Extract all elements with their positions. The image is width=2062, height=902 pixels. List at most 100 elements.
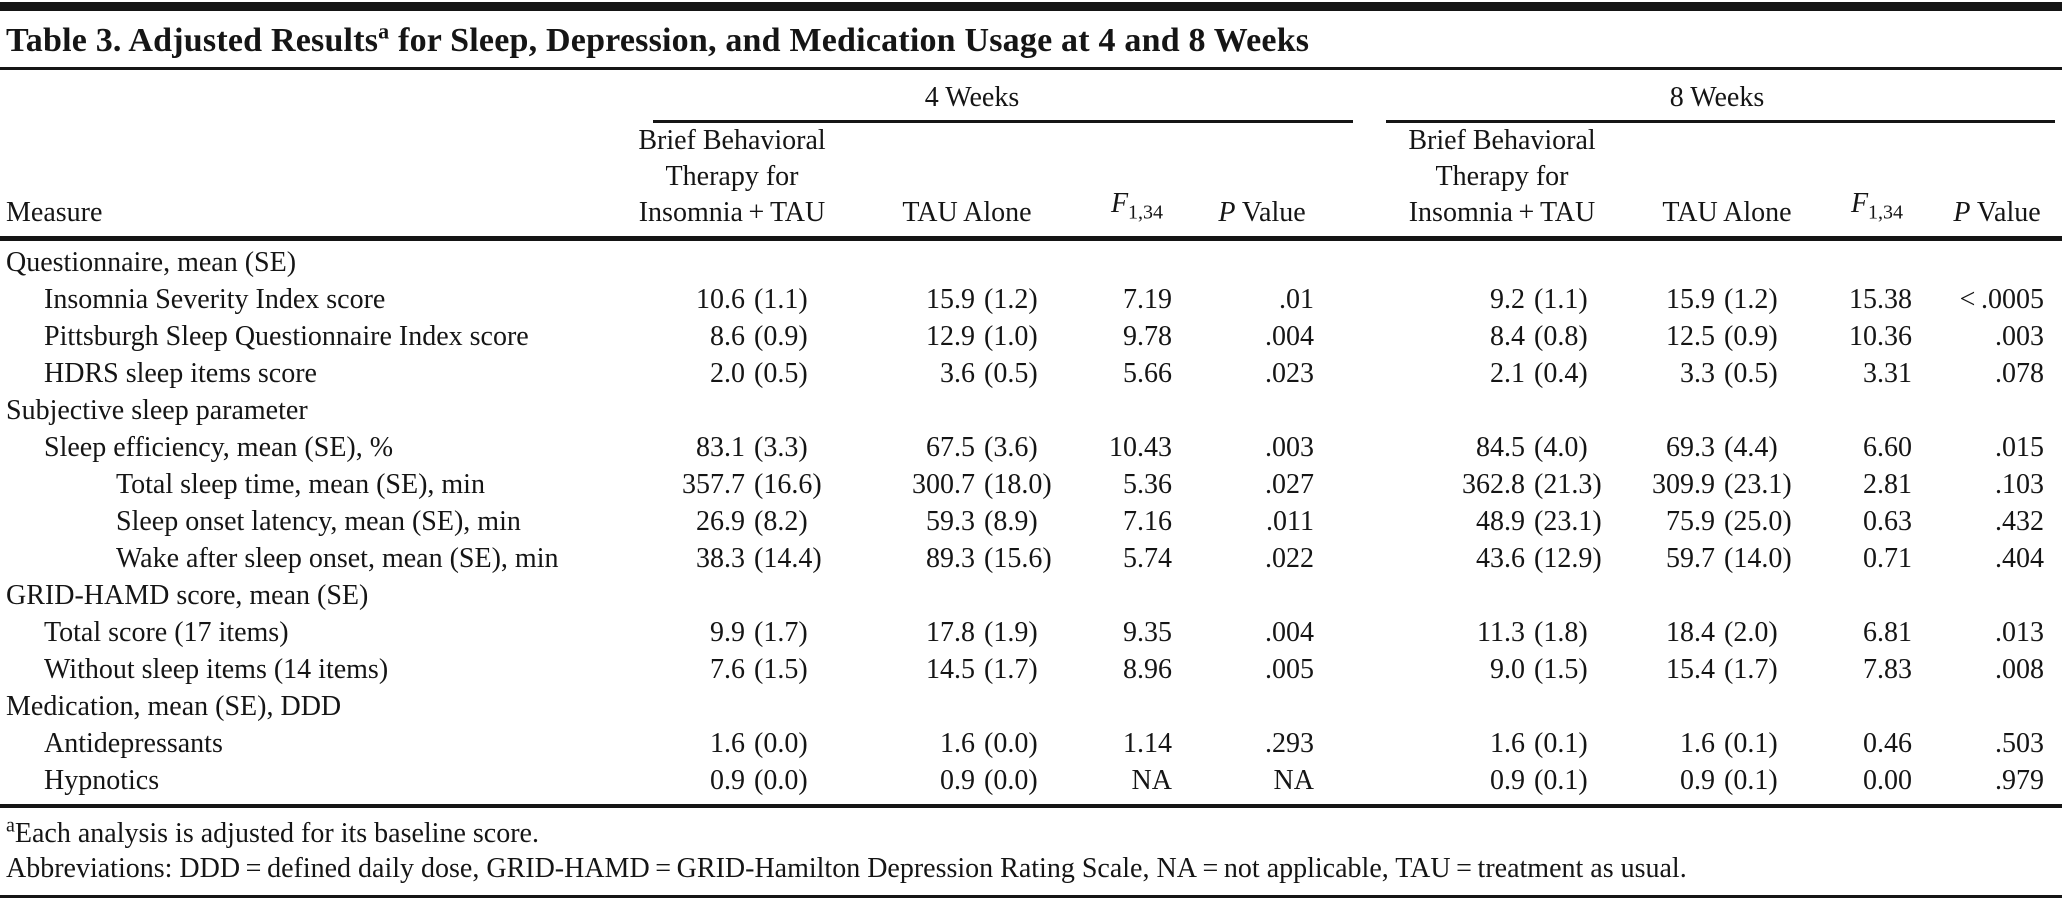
- data-row: Sleep efficiency, mean (SE), % 83.1 (3.3) 6…: [0, 429, 2062, 466]
- cell-value: [1822, 688, 1932, 725]
- cell-value: 9.9 (1.7): [710, 617, 808, 648]
- cell-value: 2.0 (0.5): [710, 358, 808, 389]
- cell-value: 8.4 (0.8): [1490, 321, 1588, 352]
- cell-value: 7.19: [1123, 284, 1172, 315]
- cell-value: [1822, 239, 1932, 282]
- cell-value: [1192, 688, 1332, 725]
- row-label: Hypnotics: [0, 762, 612, 808]
- cell-value: 7.83: [1863, 654, 1912, 685]
- row-label: GRID-HAMD score, mean (SE): [6, 580, 369, 611]
- cell-value: 6.60: [1863, 432, 1912, 463]
- cell-value: 11.3 (1.8): [1477, 617, 1588, 648]
- f-symbol: F: [1850, 188, 1869, 220]
- top-rule: [0, 2, 2062, 11]
- column-gap-cell: [1332, 355, 1372, 392]
- cell-value: [852, 577, 1082, 614]
- group-8-weeks-rule: [1386, 114, 2055, 123]
- column-header-tau-alone-4wk: TAU Alone: [852, 123, 1082, 241]
- f-degrees-of-freedom: 1,34: [1128, 202, 1164, 224]
- cell-value: 3.31: [1863, 358, 1912, 389]
- cell-value: 0.9 (0.1): [1632, 762, 1822, 808]
- cell-value: .432: [1995, 506, 2044, 537]
- column-gap-cell: [1332, 281, 1372, 318]
- cell-value: 38.3 (14.4): [696, 543, 822, 574]
- cell-value: [1632, 239, 1822, 282]
- cell-value: 0.9 (0.0): [612, 762, 852, 808]
- cell-value: .01: [1279, 284, 1314, 315]
- cell-value: 309.9 (23.1): [1652, 469, 1792, 500]
- spanner-spacer: [0, 70, 612, 123]
- cell-value: 15.4 (1.7): [1666, 654, 1778, 685]
- cell-value: NA: [1082, 762, 1192, 808]
- cell-value: 0.9 (0.1): [1372, 762, 1632, 808]
- section-row: Questionnaire, mean (SE): [0, 239, 2062, 282]
- cell-value: 5.74: [1123, 543, 1172, 574]
- section-row: Subjective sleep parameter: [0, 392, 2062, 429]
- cell-value: .013: [1995, 617, 2044, 648]
- row-label: HDRS sleep items score: [44, 358, 317, 389]
- cell-value: .011: [1266, 506, 1314, 537]
- cell-value: [1192, 577, 1332, 614]
- group-8-weeks: 8 Weeks: [1372, 70, 2062, 123]
- data-row: HDRS sleep items score 2.0 (0.5) 3.6 (0.5) 5.…: [0, 355, 2062, 392]
- column-gap-cell: [1332, 429, 1372, 466]
- cell-value: .008: [1995, 654, 2044, 685]
- cell-value: .003: [1265, 432, 1314, 463]
- cell-value: 2.81: [1863, 469, 1912, 500]
- cell-value: 300.7 (18.0): [912, 469, 1052, 500]
- cell-value: < .0005: [1959, 284, 2044, 315]
- p-symbol: P: [1218, 197, 1236, 228]
- cell-value: 1.6 (0.0): [710, 728, 808, 759]
- footnote-abbreviations: Abbreviations: DDD = defined daily dose,…: [6, 853, 1687, 884]
- cell-value: [612, 688, 852, 725]
- row-label: Sleep onset latency, mean (SE), min: [116, 506, 521, 537]
- column-gap-cell: [1332, 540, 1372, 577]
- cell-value: 5.36: [1123, 469, 1172, 500]
- cell-value: 3.6 (0.5): [940, 358, 1038, 389]
- cell-value: 7.6 (1.5): [710, 654, 808, 685]
- column-header-tau-alone-8wk: TAU Alone: [1632, 123, 1822, 241]
- cell-value: 357.7 (16.6): [682, 469, 822, 500]
- cell-value: 362.8 (21.3): [1462, 469, 1602, 500]
- cell-value: 12.9 (1.0): [926, 321, 1038, 352]
- cell-value: NA: [1192, 762, 1332, 808]
- title-footnote-marker: a: [378, 18, 390, 44]
- cell-value: [1822, 392, 1932, 429]
- column-header-f-statistic-4wk: F1,34: [1082, 123, 1192, 241]
- footnote-marker: a: [6, 814, 15, 837]
- section-row: GRID-HAMD score, mean (SE): [0, 577, 2062, 614]
- cell-value: 9.2 (1.1): [1490, 284, 1588, 315]
- column-gap-cell: [1332, 239, 1372, 282]
- cell-value: 69.3 (4.4): [1666, 432, 1778, 463]
- cell-value: 0.9 (0.0): [852, 762, 1082, 808]
- cell-value: [1632, 392, 1822, 429]
- cell-value: 75.9 (25.0): [1666, 506, 1792, 537]
- results-table: 4 Weeks 8 Weeks Measure Brief Behavioral…: [0, 70, 2062, 808]
- column-header-treatment-4wk: Brief Behavioral Therapy for Insomnia + …: [612, 123, 852, 241]
- cell-value: 3.3 (0.5): [1680, 358, 1778, 389]
- footnote-text: Each analysis is adjusted for its baseli…: [14, 818, 539, 849]
- cell-value: [1932, 688, 2062, 725]
- cell-value: 12.5 (0.9): [1666, 321, 1778, 352]
- cell-value: [1082, 392, 1192, 429]
- cell-value: 1.6 (0.1): [1680, 728, 1778, 759]
- cell-value: 26.9 (8.2): [696, 506, 808, 537]
- cell-value: .404: [1995, 543, 2044, 574]
- cell-value: [1932, 577, 2062, 614]
- cell-value: [1192, 392, 1332, 429]
- cell-value: .005: [1265, 654, 1314, 685]
- cell-value: 15.9 (1.2): [1666, 284, 1778, 315]
- data-row: Wake after sleep onset, mean (SE), min 38…: [0, 540, 2062, 577]
- cell-value: 0.00: [1822, 762, 1932, 808]
- cell-value: 83.1 (3.3): [696, 432, 808, 463]
- section-row: Medication, mean (SE), DDD: [0, 688, 2062, 725]
- cell-value: [1082, 688, 1192, 725]
- column-gap-cell: [1332, 725, 1372, 762]
- cell-value: [852, 392, 1082, 429]
- cell-value: [1632, 577, 1822, 614]
- cell-value: [1372, 688, 1632, 725]
- cell-value: 8.6 (0.9): [710, 321, 808, 352]
- cell-value: .979: [1932, 762, 2062, 808]
- data-row: Total sleep time, mean (SE), min 357.7 (16…: [0, 466, 2062, 503]
- column-gap-cell: [1332, 762, 1372, 808]
